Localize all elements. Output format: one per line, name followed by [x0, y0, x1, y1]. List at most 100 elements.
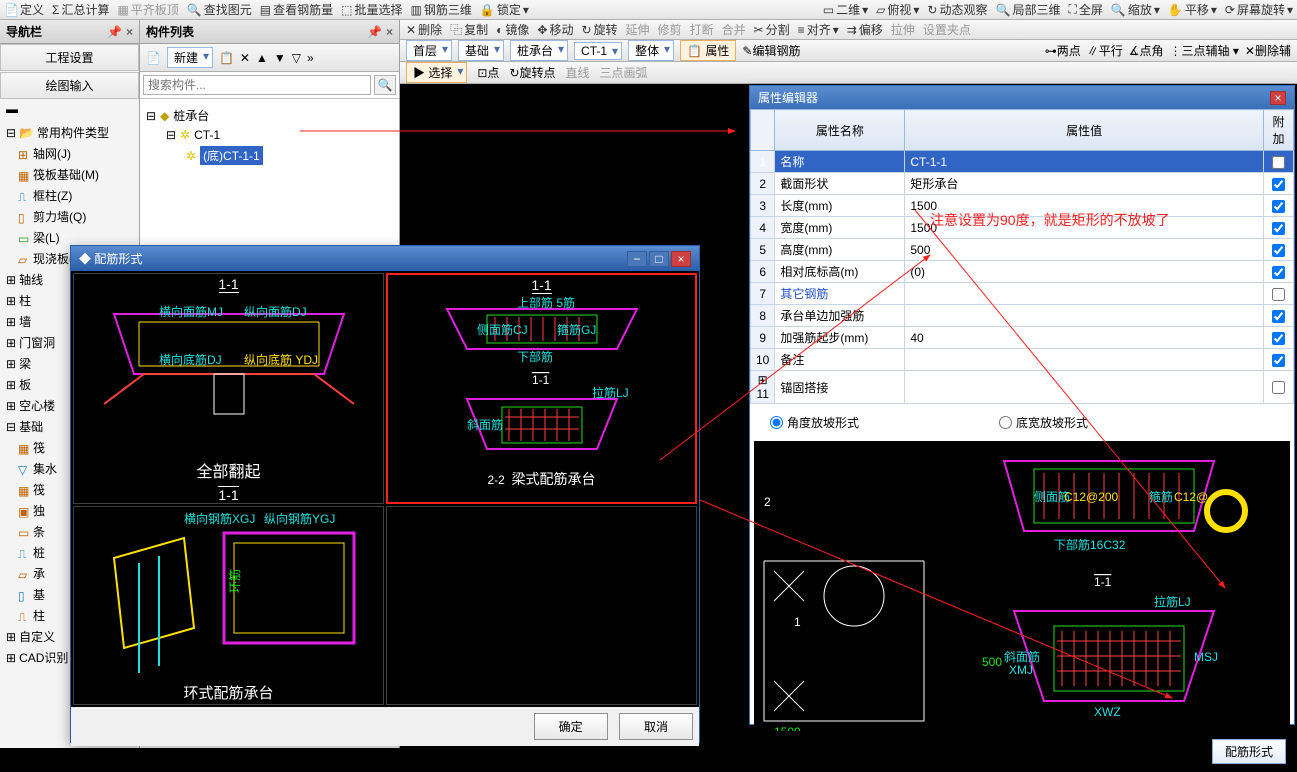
btn-parallel[interactable]: ∥平行 — [1087, 42, 1123, 59]
btn-delete[interactable]: ✕删除 — [406, 21, 442, 38]
radio-angle[interactable]: 角度放坡形式 — [770, 414, 859, 431]
btn-line[interactable]: 直线 — [566, 64, 590, 81]
tree-ct1-1[interactable]: ✲ (底)CT-1-1 — [146, 144, 393, 167]
cancel-button[interactable]: 取消 — [619, 713, 693, 740]
tree-raft[interactable]: ▦筏板基础(M) — [4, 164, 135, 185]
tb-local3d[interactable]: 🔍局部三维 — [996, 1, 1061, 18]
tree-group-common[interactable]: ⊟ 📂常用构件类型 — [4, 122, 135, 143]
svg-text:1-1: 1-1 — [532, 373, 550, 387]
tree-wall[interactable]: ▯剪力墙(Q) — [4, 206, 135, 227]
option-beam-style[interactable]: 1-1 上部筋 5筋 侧面筋CJ 箍筋GJ 下部筋 1-1 拉筋LJ 斜面筋 2… — [386, 273, 697, 504]
combo-cat[interactable]: 基础 — [458, 40, 504, 61]
search-input[interactable] — [143, 75, 371, 95]
table-row[interactable]: 5高度(mm)500 — [751, 239, 1294, 261]
btn-break[interactable]: 打断 — [690, 21, 714, 38]
delete-icon[interactable]: ✕ — [240, 51, 250, 65]
tb-orbit[interactable]: ↻动态观察 — [927, 1, 987, 18]
table-row[interactable]: 1名称CT-1-1 — [751, 151, 1294, 173]
tree-col[interactable]: ⎍框柱(Z) — [4, 185, 135, 206]
tb-2d[interactable]: ▭二维 ▾ — [823, 1, 868, 18]
btn-extend[interactable]: 延伸 — [626, 21, 650, 38]
combo-mode[interactable]: 整体 — [628, 40, 674, 61]
option-all-flip[interactable]: 1-1 横向面筋MJ 纵向面筋DJ 横向底筋DJ 纵向底筋 YDJ 全部翻起 1… — [73, 273, 384, 504]
option-ring-style[interactable]: 横向钢筋XGJ 纵向钢筋YGJ 环筋 环式配筋承台 — [73, 506, 384, 705]
btn-align[interactable]: ≡对齐 ▾ — [798, 21, 839, 38]
btn-offset[interactable]: ⇉偏移 — [847, 21, 883, 38]
btn-split[interactable]: ✂分割 — [754, 21, 790, 38]
tb-align-top[interactable]: ▦平齐板顶 — [117, 1, 178, 18]
btn-rotpt[interactable]: ↻旋转点 — [509, 64, 555, 81]
combo-floor[interactable]: 首层 — [406, 40, 452, 61]
btn-2pt[interactable]: ⊶两点 — [1045, 42, 1081, 59]
btn-merge[interactable]: 合并 — [722, 21, 746, 38]
tree-ct1[interactable]: ⊟ ✲ CT-1 — [146, 126, 393, 144]
tb-3d[interactable]: ▥钢筋三维 — [411, 1, 472, 18]
table-row[interactable]: 7其它钢筋 — [751, 283, 1294, 305]
nav-btn-project[interactable]: 工程设置 — [0, 44, 139, 71]
close-icon[interactable]: × — [386, 25, 393, 39]
rebar-form-dialog: ◆ 配筋形式 − □ × 1-1 横向面筋MJ 纵向面筋DJ 横向底筋DJ 纵向… — [70, 245, 700, 743]
pin-icon[interactable]: 📌 — [367, 25, 382, 39]
more-icon[interactable]: » — [307, 51, 314, 65]
dialog-title-bar[interactable]: ◆ 配筋形式 − □ × — [71, 246, 699, 271]
property-table: 属性名称 属性值 附加 1名称CT-1-12截面形状矩形承台3长度(mm)150… — [750, 109, 1294, 404]
copy-icon[interactable]: 📋 — [219, 51, 234, 65]
btn-point[interactable]: ⊡点 — [477, 64, 499, 81]
tb-sum[interactable]: Σ汇总计算 — [52, 1, 109, 18]
tb-pan[interactable]: ✋平移 ▾ — [1168, 1, 1217, 18]
pin-icon[interactable]: 📌 — [107, 25, 122, 39]
down-icon[interactable]: ▼ — [274, 51, 286, 65]
tb-lock[interactable]: 🔒锁定 ▾ — [480, 1, 529, 18]
btn-3pt[interactable]: ⋮三点辅轴 ▾ — [1170, 42, 1239, 59]
table-row[interactable]: ⊞ 11锚固搭接 — [751, 371, 1294, 404]
combo-sub[interactable]: 桩承台 — [510, 40, 568, 61]
tb-full[interactable]: ⛶全屏 — [1068, 1, 1102, 18]
table-row[interactable]: 8承台单边加强筋 — [751, 305, 1294, 327]
radio-width[interactable]: 底宽放坡形式 — [999, 414, 1088, 431]
folder-icon: ◆ — [160, 109, 169, 123]
tb-find[interactable]: 🔍查找图元 — [187, 1, 252, 18]
btn-arc[interactable]: 三点画弧 — [600, 64, 648, 81]
btn-move[interactable]: ✥移动 — [537, 21, 573, 38]
table-row[interactable]: 6相对底标高(m)(0) — [751, 261, 1294, 283]
tb-zoom[interactable]: 🔍缩放 ▾ — [1111, 1, 1160, 18]
btn-rotate[interactable]: ↻旋转 — [581, 21, 617, 38]
btn-edit-rebar[interactable]: ✎编辑钢筋 — [742, 42, 800, 59]
btn-trim[interactable]: 修剪 — [658, 21, 682, 38]
btn-property[interactable]: 📋 属性 — [680, 40, 736, 61]
table-row[interactable]: 9加强筋起步(mm)40 — [751, 327, 1294, 349]
btn-copy[interactable]: ⿻复制 — [450, 21, 488, 38]
btn-ptangle[interactable]: ∡点角 — [1129, 42, 1164, 59]
close-icon[interactable]: × — [1270, 91, 1286, 105]
close-icon[interactable]: × — [126, 25, 133, 39]
btn-grip[interactable]: 设置夹点 — [923, 21, 971, 38]
combo-item[interactable]: CT-1 — [574, 42, 622, 60]
up-icon[interactable]: ▲ — [256, 51, 268, 65]
tree-root[interactable]: ⊟ ◆ 桩承台 — [146, 105, 393, 126]
tb-topview[interactable]: ▱俯视 ▾ — [876, 1, 919, 18]
table-row[interactable]: 2截面形状矩形承台 — [751, 173, 1294, 195]
align-icon: ▦ — [117, 3, 128, 17]
maximize-icon[interactable]: □ — [649, 251, 669, 267]
ok-button[interactable]: 确定 — [534, 713, 608, 740]
diagram-2: 上部筋 5筋 侧面筋CJ 箍筋GJ 下部筋 1-1 拉筋LJ 斜面筋 — [397, 289, 687, 469]
minimize-icon[interactable]: − — [627, 251, 647, 267]
tb-define[interactable]: 📄定义 — [4, 1, 44, 18]
filter-icon[interactable]: ▽ — [292, 51, 301, 65]
new-button[interactable]: 新建 — [167, 47, 213, 68]
rebar-form-button[interactable]: 配筋形式 — [1212, 739, 1286, 764]
tree-axis[interactable]: ⊞轴网(J) — [4, 143, 135, 164]
close-icon[interactable]: × — [671, 251, 691, 267]
btn-del-aux[interactable]: ✕删除辅 — [1245, 42, 1291, 59]
tb-batch[interactable]: ⬚批量选择 — [341, 1, 402, 18]
tb-rotate[interactable]: ⟳屏幕旋转 ▾ — [1225, 1, 1293, 18]
search-button[interactable]: 🔍 — [374, 75, 396, 95]
svg-text:上部筋 5筋: 上部筋 5筋 — [517, 295, 575, 310]
prop-button-row: 配筋形式 — [750, 731, 1294, 772]
table-row[interactable]: 10备注 — [751, 349, 1294, 371]
tb-rebar-qty[interactable]: ▤查看钢筋量 — [260, 1, 333, 18]
btn-select[interactable]: ▶ 选择 — [406, 62, 467, 83]
btn-stretch[interactable]: 拉伸 — [891, 21, 915, 38]
nav-btn-draw[interactable]: 绘图输入 — [0, 72, 139, 99]
btn-mirror[interactable]: ◐镜像 — [496, 21, 529, 38]
